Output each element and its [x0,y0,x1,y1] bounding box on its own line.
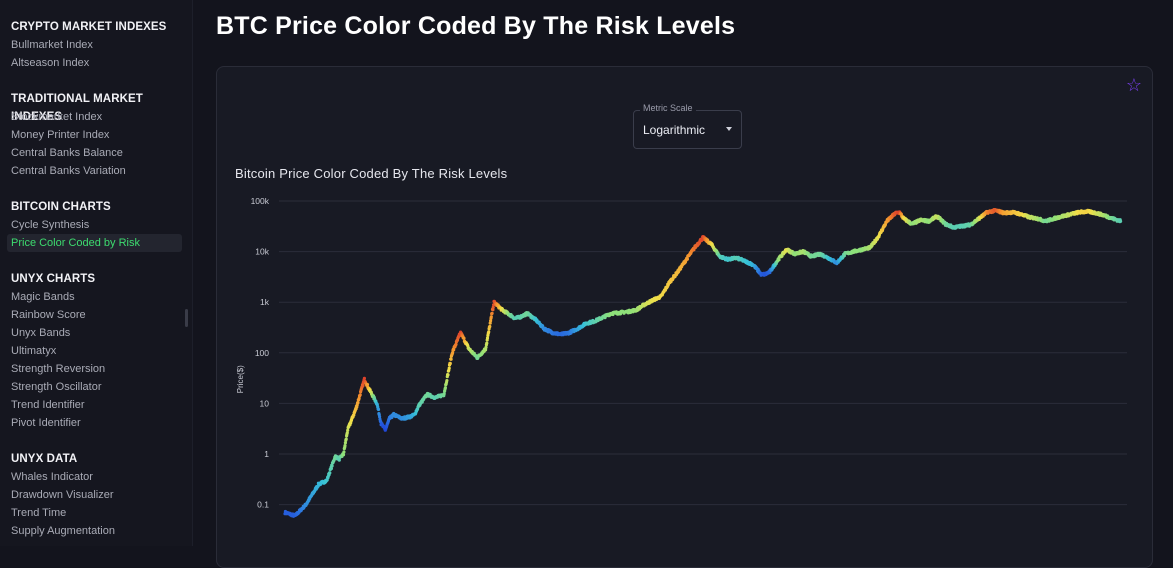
price-point [449,357,453,361]
price-point [442,392,446,396]
y-tick-label: 1k [260,297,270,307]
sidebar-item-unyx-bands[interactable]: Unyx Bands [11,327,71,339]
sidebar-item-cycle-synthesis[interactable]: Cycle Synthesis [11,219,90,231]
sidebar-item-stockmarket-index[interactable]: Stockmarket Index [11,111,103,123]
price-point [488,324,492,329]
y-tick-label: 100 [255,348,269,358]
sidebar-section-crypto-market-indexes: CRYPTO MARKET INDEXES [11,21,167,33]
price-point [344,437,348,441]
price-point [448,361,452,366]
price-point [357,396,361,400]
sidebar-item-trend-time[interactable]: Trend Time [11,507,67,519]
price-point [484,348,488,352]
metric-scale-label: Metric Scale [640,103,696,113]
main-content: BTC Price Color Coded By The Risk Levels… [193,0,1173,568]
sidebar-item-ultimatyx[interactable]: Ultimatyx [11,345,57,357]
price-point [685,257,689,261]
price-point [342,450,346,454]
price-point [485,341,489,345]
caret-down-icon [726,127,732,131]
sidebar-item-central-banks-balance[interactable]: Central Banks Balance [11,147,123,159]
price-point [365,383,370,387]
price-point [358,393,362,397]
price-point [443,386,447,390]
metric-scale-select[interactable]: Metric Scale Logarithmic [633,103,742,149]
sidebar-section-traditional-market-indexes: TRADITIONAL MARKET INDEXES [11,93,143,123]
price-point [489,319,493,323]
sidebar-item-rainbow-score[interactable]: Rainbow Score [11,309,86,321]
price-point [489,315,493,319]
price-point [343,441,347,445]
price-point [345,431,349,435]
price-point [452,348,456,352]
chart-card: ☆ Metric Scale Logarithmic Bitcoin Price… [216,66,1153,568]
price-point [376,407,381,412]
price-point [378,415,382,419]
page-title: BTC Price Color Coded By The Risk Levels [216,12,736,40]
price-point [356,400,360,405]
sidebar-item-strength-oscillator[interactable]: Strength Oscillator [11,381,102,393]
price-point [361,384,365,388]
y-axis-label: Price($) [236,365,245,393]
price-point [454,342,458,346]
price-point [328,471,332,475]
sidebar-section-unyx-charts: UNYX CHARTS [11,273,96,285]
sidebar-item-strength-reversion[interactable]: Strength Reversion [11,363,106,375]
sidebar: CRYPTO MARKET INDEXES Bullmarket Index Alt… [0,0,193,546]
price-point [488,321,492,325]
price-point [446,373,450,377]
price-point [445,379,449,383]
price-point [485,336,490,340]
sidebar-item-trend-identifier[interactable]: Trend Identifier [11,399,85,411]
price-point [484,345,488,349]
price-point [329,466,333,471]
y-tick-label: 1 [264,449,269,459]
price-point [341,453,346,457]
price-chart: 100k 10k 1k 100 10 1 0.1 Price($) [236,196,1127,518]
chart-title: Bitcoin Price Color Coded By The Risk Le… [235,166,508,181]
sidebar-item-central-banks-variation[interactable]: Central Banks Variation [11,165,126,177]
price-point [451,351,455,355]
sidebar-item-magic-bands[interactable]: Magic Bands [11,291,75,303]
price-series [283,208,1123,518]
price-point [1119,219,1123,223]
sidebar-item-money-printer-index[interactable]: Money Printer Index [11,129,110,141]
price-point [337,458,341,462]
price-point [330,464,334,468]
y-tick-label: 100k [251,196,270,206]
sidebar-item-pivot-identifier[interactable]: Pivot Identifier [11,417,81,429]
y-tick-label: 10k [255,247,269,257]
y-tick-label: 0.1 [257,500,269,510]
sidebar-section-unyx-data: UNYX DATA [11,453,78,465]
price-point [346,428,350,432]
price-point [490,311,494,315]
price-point [362,376,366,380]
price-point [487,330,491,334]
sidebar-item-price-color-coded-by-risk[interactable]: Price Color Coded by Risk [7,234,182,252]
sidebar-item-bullmarket-index[interactable]: Bullmarket Index [11,39,93,51]
price-point [343,444,347,448]
y-tick-label: 10 [260,398,270,408]
metric-scale-value: Logarithmic [643,123,706,137]
sidebar-item-whales-indicator[interactable]: Whales Indicator [11,471,93,483]
sidebar-section-bitcoin-charts: BITCOIN CHARTS [11,201,111,213]
price-point [491,305,495,309]
star-outline-icon[interactable]: ☆ [1125,75,1142,95]
price-point [777,258,781,262]
sidebar-item-altseason-index[interactable]: Altseason Index [11,57,90,69]
price-point [447,366,451,370]
sidebar-scrollbar-thumb[interactable] [185,309,188,327]
sidebar-item-supply-augmentation[interactable]: Supply Augmentation [11,525,115,537]
sidebar-item-drawdown-visualizer[interactable]: Drawdown Visualizer [11,489,114,501]
price-point [462,336,466,340]
